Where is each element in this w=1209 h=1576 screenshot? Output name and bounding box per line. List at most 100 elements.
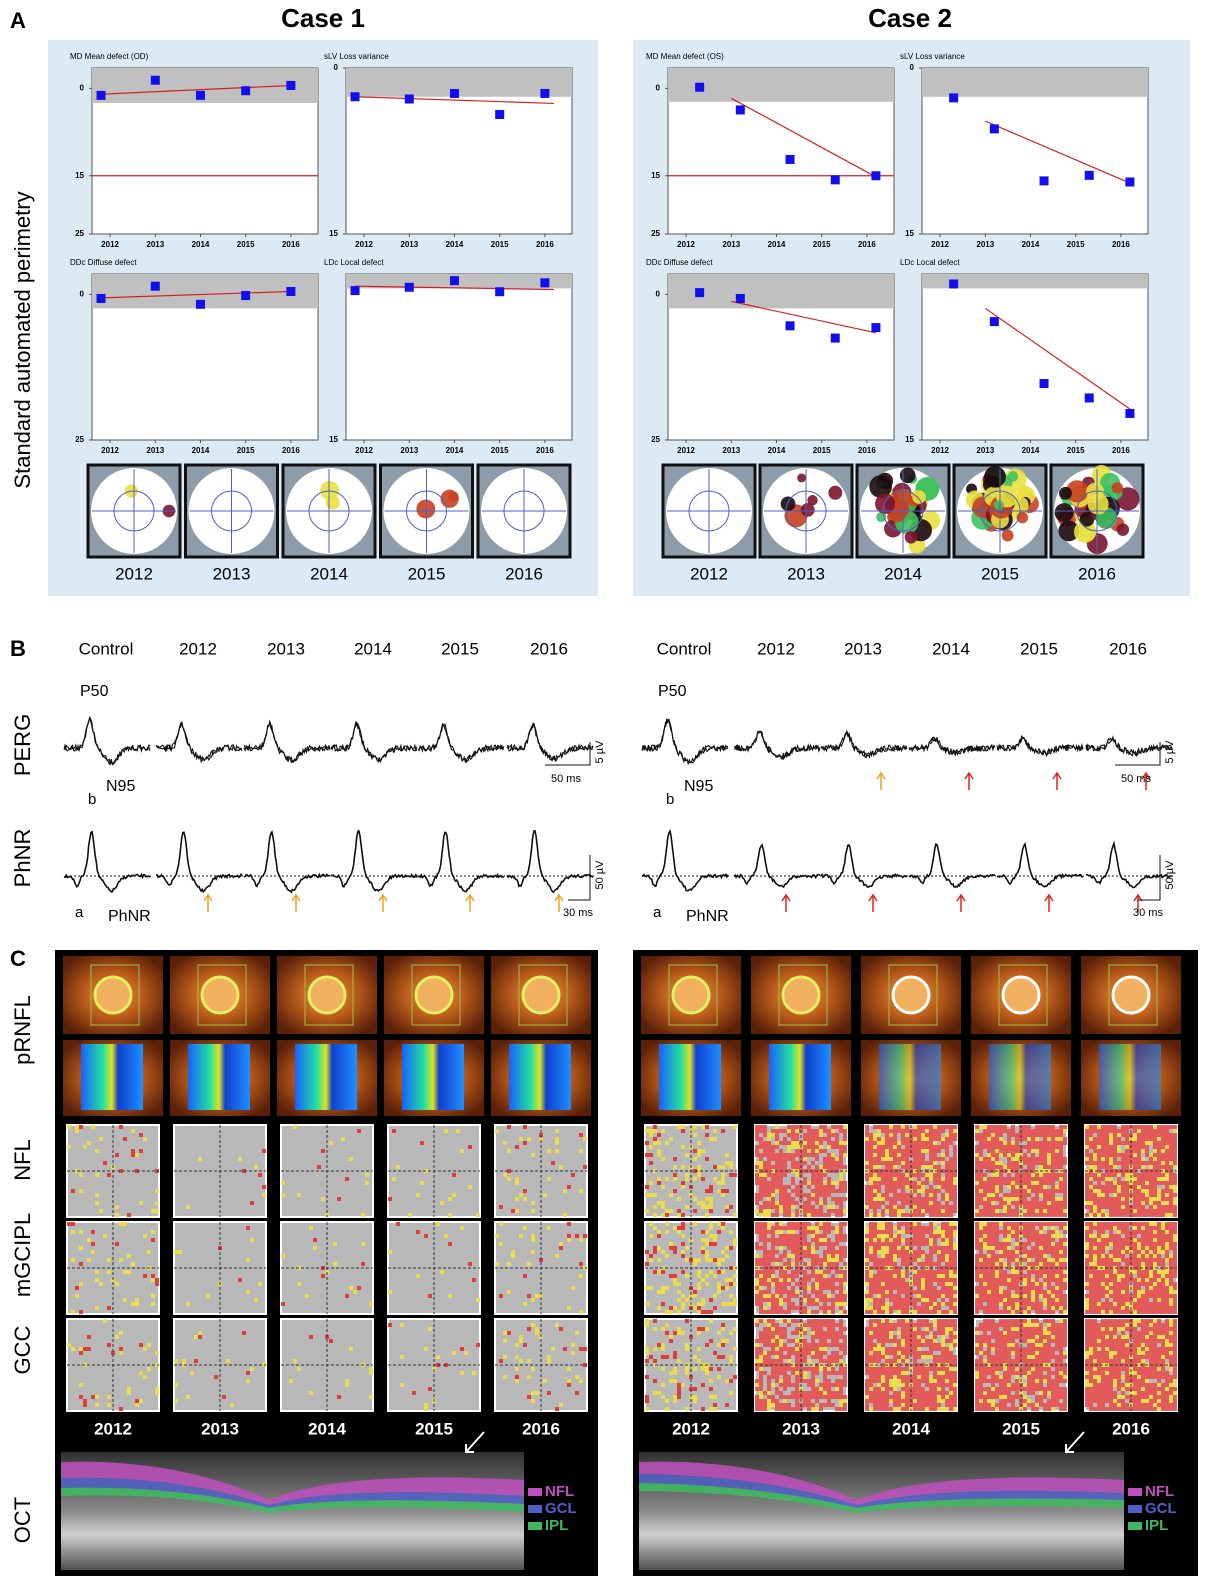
map-cell [983,1125,987,1129]
map-cell [1011,1145,1015,1149]
map-cell [67,1145,71,1149]
map-cell [979,1270,983,1274]
map-cell [705,1258,709,1262]
map-cell [755,1161,759,1165]
map-cell [174,1383,178,1387]
data-point [1125,177,1135,187]
map-cell [791,1262,795,1266]
map-cell [925,1209,929,1213]
map-cell [1007,1153,1011,1157]
map-cell [893,1306,897,1310]
map-cell [555,1323,559,1327]
map-cell [779,1294,783,1298]
map-cell [925,1379,929,1383]
map-cell [945,1391,949,1395]
map-cell [991,1298,995,1302]
map-cell [925,1407,929,1411]
map-cell [897,1351,901,1355]
map-cell [775,1209,779,1213]
map-cell [929,1298,933,1302]
map-cell [755,1246,759,1250]
map-cell [917,1238,921,1242]
map-cell [717,1270,721,1274]
map-cell [661,1270,665,1274]
map-cell [987,1129,991,1133]
map-cell [539,1137,543,1141]
map-cell [583,1165,587,1169]
legend-label: IPL [545,1517,568,1534]
map-cell [835,1379,839,1383]
map-cell [913,1145,917,1149]
map-cell [783,1383,787,1387]
map-cell [194,1335,198,1339]
map-cell [917,1189,921,1193]
map-cell [987,1286,991,1290]
map-cell [835,1278,839,1282]
map-cell [815,1246,819,1250]
x-tick-label: 2015 [813,446,831,455]
map-cell [987,1205,991,1209]
map-cell [775,1290,779,1294]
map-cell [705,1242,709,1246]
map-cell [893,1137,897,1141]
map-cell [1027,1274,1031,1278]
map-cell [763,1242,767,1246]
map-cell [941,1323,945,1327]
map-cell [345,1177,349,1181]
map-cell [885,1407,889,1411]
map-cell [937,1262,941,1266]
map-cell [91,1125,95,1129]
map-cell [889,1185,893,1189]
map-cell [337,1395,341,1399]
map-cell [893,1145,897,1149]
map-cell [831,1145,835,1149]
map-cell [823,1137,827,1141]
map-cell [929,1278,933,1282]
map-cell [827,1387,831,1391]
map-cell [771,1242,775,1246]
map-cell [921,1351,925,1355]
map-cell [987,1185,991,1189]
map-cell [815,1347,819,1351]
map-cell [869,1165,873,1169]
map-cell [759,1298,763,1302]
map-cell [657,1258,661,1262]
map-cell [881,1282,885,1286]
map-cell [913,1302,917,1306]
map-cell [1063,1201,1067,1205]
map-cell [1007,1266,1011,1270]
map-cell [921,1310,925,1314]
map-cell [472,1278,476,1282]
map-cell [881,1310,885,1314]
map-cell [819,1347,823,1351]
map-cell [839,1209,843,1213]
map-cell [941,1242,945,1246]
map-cell [889,1399,893,1403]
map-cell [865,1133,869,1137]
map-cell [929,1153,933,1157]
map-cell [787,1298,791,1302]
map-cell [839,1226,843,1230]
map-cell [893,1343,897,1347]
map-cell [873,1282,877,1286]
map-cell [1043,1226,1047,1230]
map-cell [975,1177,979,1181]
map-cell [1011,1226,1015,1230]
map-cell [869,1242,873,1246]
map-cell [1023,1133,1027,1137]
map-cell [917,1145,921,1149]
map-cell [1027,1177,1031,1181]
map-cell [839,1238,843,1242]
map-cell [987,1290,991,1294]
map-cell [543,1193,547,1197]
map-cell [1011,1197,1015,1201]
map-cell [889,1161,893,1165]
map-cell [779,1367,783,1371]
x-tick-label: 2013 [400,446,418,455]
map-cell [693,1157,697,1161]
map-cell [811,1351,815,1355]
map-cell [767,1161,771,1165]
map-cell [991,1222,995,1226]
map-cell [827,1254,831,1258]
map-cell [937,1310,941,1314]
